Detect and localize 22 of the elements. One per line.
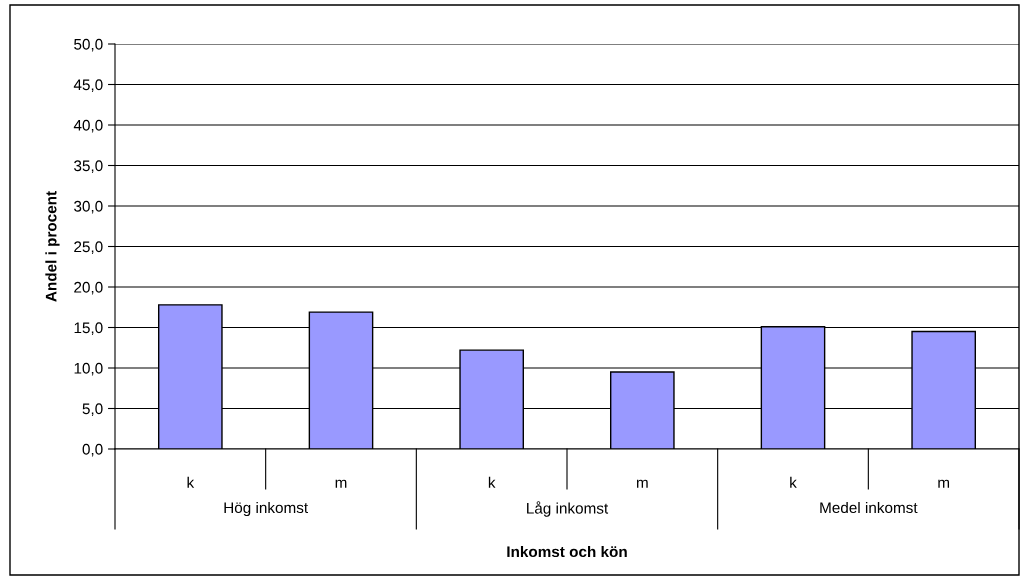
y-tick-label: 20,0 bbox=[74, 281, 103, 295]
y-tick-label: 10,0 bbox=[74, 362, 103, 376]
x-axis-title: Inkomst och kön bbox=[507, 545, 627, 558]
x-tick-label: m bbox=[335, 479, 347, 488]
text: Hög inkomst bbox=[224, 501, 309, 517]
y-tick-label: 15,0 bbox=[74, 322, 103, 335]
x-tick-label: m bbox=[636, 479, 648, 488]
y-tick-label: 0,0 bbox=[82, 443, 103, 457]
y-tick-label: 35,0 bbox=[74, 160, 103, 173]
y-tick-label: 5,0 bbox=[82, 403, 103, 416]
x-tick-label: k bbox=[790, 476, 797, 488]
y-tick-label: 45,0 bbox=[73, 79, 103, 92]
y-tick-label: 30,0 bbox=[74, 200, 103, 214]
x-tick-label: k bbox=[488, 476, 496, 488]
y-axis-title: Andel i procent bbox=[45, 191, 60, 302]
text: Medel inkomst bbox=[820, 501, 918, 514]
y-tick-label: 50,0 bbox=[74, 38, 103, 52]
y-tick-label: 25,0 bbox=[74, 241, 103, 254]
x-tick-label: k bbox=[187, 476, 195, 488]
text: Låg inkomst bbox=[527, 501, 609, 517]
x-tick-label: m bbox=[938, 479, 950, 488]
y-tick-label: 40,0 bbox=[73, 119, 103, 133]
